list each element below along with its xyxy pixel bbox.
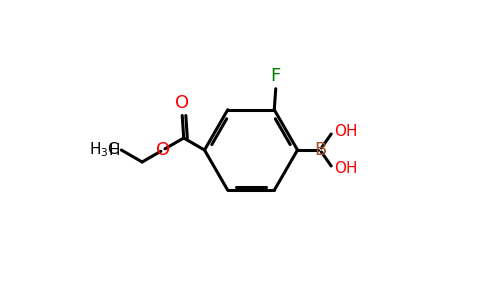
Text: O: O — [156, 141, 170, 159]
Text: $\mathregular{H_3}$C: $\mathregular{H_3}$C — [89, 141, 120, 159]
Text: OH: OH — [334, 161, 358, 176]
Text: OH: OH — [334, 124, 358, 139]
Text: H: H — [108, 142, 120, 158]
Text: F: F — [271, 67, 281, 85]
Text: O: O — [175, 94, 189, 112]
Text: B: B — [314, 141, 326, 159]
